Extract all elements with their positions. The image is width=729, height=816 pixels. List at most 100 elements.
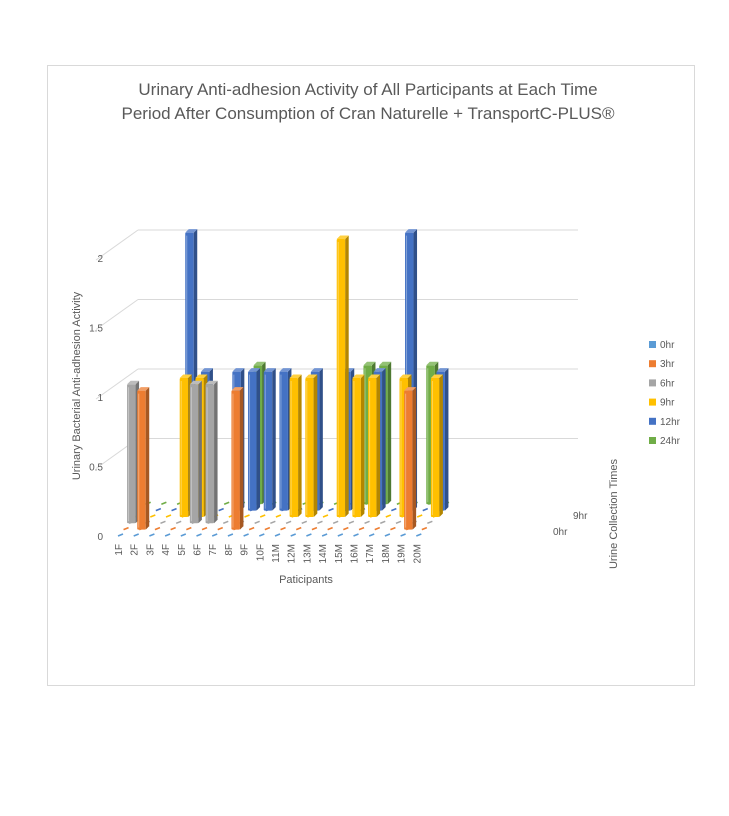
- y-tick-label: 2: [97, 254, 103, 265]
- legend-item: 3hr: [649, 359, 675, 370]
- bar-top: [232, 368, 245, 372]
- bar-side: [412, 387, 417, 530]
- legend-item: 6hr: [649, 378, 675, 389]
- bar-top: [289, 374, 302, 378]
- legend-item: 9hr: [649, 398, 675, 409]
- floor-marker: [390, 526, 396, 531]
- floor-marker: [243, 533, 249, 537]
- floor-marker: [290, 533, 296, 537]
- bar-top: [379, 361, 392, 366]
- y-tick-label: 0: [97, 532, 103, 543]
- bar-top: [248, 368, 261, 372]
- bar-front: [352, 377, 361, 517]
- floor-marker: [165, 514, 172, 518]
- bar-front: [248, 371, 257, 511]
- legend-item: 12hr: [649, 417, 681, 428]
- gridline-side: [95, 229, 139, 261]
- floor-marker: [422, 507, 429, 512]
- floor-marker: [311, 526, 318, 531]
- bar-top: [305, 374, 318, 378]
- floor-marker: [416, 514, 423, 518]
- bar-front: [368, 377, 377, 517]
- bar-side: [319, 368, 323, 511]
- floor-marker: [379, 520, 386, 525]
- bar-front: [189, 384, 199, 524]
- floor-marker: [160, 520, 166, 525]
- x-tick-label: 9F: [240, 544, 251, 556]
- floor-marker: [275, 514, 282, 518]
- y-tick-label: 1.5: [89, 324, 103, 335]
- x-tick-label: 6F: [193, 544, 204, 556]
- bar-front: [231, 390, 240, 530]
- floor-marker: [421, 526, 428, 531]
- bar-top: [231, 387, 244, 391]
- bar: [352, 374, 365, 517]
- bar-front: [205, 384, 215, 524]
- bar-front: [263, 371, 273, 511]
- bar-side: [145, 387, 150, 530]
- floor-marker: [327, 526, 333, 531]
- bar: [205, 380, 218, 524]
- floor-marker: [427, 520, 433, 525]
- bar-side: [360, 374, 365, 517]
- x-tick-label: 8F: [224, 544, 235, 556]
- chart: Urinary Anti-adhesion Activity of All Pa…: [71, 80, 681, 586]
- floor-marker: [353, 533, 359, 537]
- legend-label: 24hr: [660, 436, 681, 447]
- floor-marker: [222, 520, 229, 525]
- floor-marker: [400, 533, 406, 537]
- floor-marker: [295, 526, 302, 531]
- x-tick-label: 14M: [318, 544, 329, 563]
- bar-top: [263, 368, 276, 372]
- floor-marker: [384, 533, 391, 537]
- bar-top: [137, 387, 150, 391]
- floor-marker: [264, 526, 271, 531]
- floor-marker: [395, 520, 402, 525]
- bar-front: [404, 390, 413, 530]
- chart-title-line-2: Period After Consumption of Cran Naturel…: [122, 104, 615, 123]
- bar-top: [200, 368, 213, 372]
- chart-title-line-1: Urinary Anti-adhesion Activity of All Pa…: [138, 80, 597, 99]
- legend-label: 12hr: [660, 417, 681, 428]
- floor-marker: [280, 526, 286, 531]
- bar-top: [310, 368, 323, 372]
- x-tick-label: 18M: [381, 544, 392, 563]
- bar: [263, 368, 276, 511]
- chart-title: Urinary Anti-adhesion Activity of All Pa…: [122, 80, 615, 123]
- legend-swatch: [649, 379, 656, 387]
- bar-side: [439, 374, 443, 517]
- bar-top: [436, 368, 449, 372]
- depth-axis-title: Urine Collection Times: [608, 458, 620, 569]
- bar-front: [137, 390, 146, 530]
- floor-marker: [154, 526, 161, 531]
- bar-top: [363, 361, 376, 366]
- floor-marker: [285, 520, 292, 525]
- bar-front: [127, 384, 136, 524]
- x-tick-label: 16M: [350, 544, 361, 563]
- bar-side: [239, 387, 244, 530]
- floor-marker: [150, 514, 156, 518]
- floor-marker: [321, 533, 328, 537]
- floor-marker: [149, 533, 155, 537]
- bar-top: [205, 380, 218, 385]
- bar: [231, 387, 244, 530]
- x-tick-label: 15M: [334, 544, 345, 563]
- bar-front: [289, 377, 299, 517]
- floor-marker: [217, 526, 224, 531]
- gridline-side: [95, 299, 139, 330]
- bar: [336, 235, 349, 517]
- bar-top: [195, 374, 208, 378]
- floor-marker: [218, 507, 224, 512]
- bar: [248, 368, 261, 511]
- bar: [404, 387, 417, 530]
- floor-marker: [274, 533, 281, 537]
- x-axis-ticks: 1F 2F 3F 4F 5F 6F 7F 8F 9F 10F 11M 12M 13M 14M 15M 16M 1…: [114, 544, 423, 563]
- x-tick-label: 2F: [130, 544, 141, 556]
- floor-marker: [133, 533, 139, 537]
- floor-marker: [301, 520, 308, 525]
- chart-frame: Urinary Anti-adhesion Activity of All Pa…: [47, 65, 695, 686]
- bar-top: [399, 374, 412, 378]
- floor-marker: [244, 514, 250, 518]
- bar-top: [189, 380, 202, 385]
- x-tick-label: 19M: [397, 544, 408, 563]
